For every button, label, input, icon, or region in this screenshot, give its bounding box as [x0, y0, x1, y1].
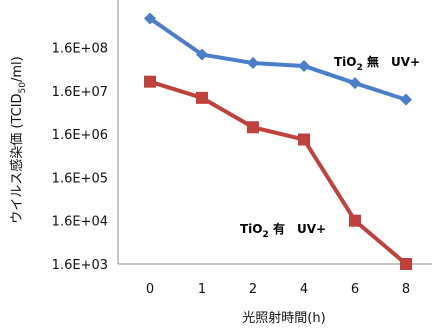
- data-point: [144, 12, 156, 25]
- y-tick-labels: 1.6E+03 1.6E+04 1.6E+05 1.6E+06 1.6E+07 1.6E+…: [52, 41, 108, 273]
- data-point: [247, 121, 259, 134]
- y-axis-title-main: ウイルス感染価 (TCID: [9, 93, 25, 223]
- series-line: [148, 16, 407, 102]
- data-point: [349, 214, 361, 227]
- x-tick-label: 2: [249, 282, 257, 297]
- y-tick-label: 1.6E+05: [52, 171, 108, 186]
- y-tick-label: 1.6E+08: [52, 41, 108, 56]
- y-tick-label: 1.6E+04: [52, 215, 108, 230]
- series-1: TiO2 無 UV+: [144, 12, 420, 106]
- data-point: [400, 93, 412, 106]
- x-axis-title: 光照射時間(h): [242, 310, 325, 326]
- data-point: [196, 48, 208, 61]
- data-point: [298, 133, 310, 146]
- x-tick-label: 0: [146, 282, 154, 297]
- y-axis-title-sub: 50: [18, 82, 28, 94]
- series-line: [149, 79, 408, 266]
- data-point: [247, 57, 259, 70]
- data-point: [400, 258, 412, 270]
- series-label: TiO2 有 UV+: [240, 221, 326, 240]
- series-layer: TiO2 無 UV+ TiO2 有 UV+: [144, 12, 420, 270]
- y-tick-label: 1.6E+06: [52, 128, 108, 143]
- x-tick-label: 4: [300, 282, 308, 297]
- x-tick-label: 1: [198, 282, 206, 297]
- x-tick-label: 8: [402, 282, 410, 297]
- data-point: [144, 75, 156, 88]
- y-tick-label: 1.6E+03: [52, 258, 108, 273]
- y-axis-title-unit: /ml): [10, 56, 25, 82]
- x-tick-label: 6: [351, 282, 359, 297]
- y-tick-label: 1.6E+07: [52, 85, 108, 100]
- x-tick-labels: 0 1 2 4 6 8: [146, 282, 410, 297]
- data-point: [196, 91, 208, 104]
- data-point: [349, 77, 361, 90]
- series-label: TiO2 無 UV+: [334, 54, 420, 73]
- y-axis-title: ウイルス感染価 (TCID50/ml): [9, 56, 28, 224]
- data-point: [298, 59, 310, 72]
- series-2: TiO2 有 UV+: [144, 75, 412, 270]
